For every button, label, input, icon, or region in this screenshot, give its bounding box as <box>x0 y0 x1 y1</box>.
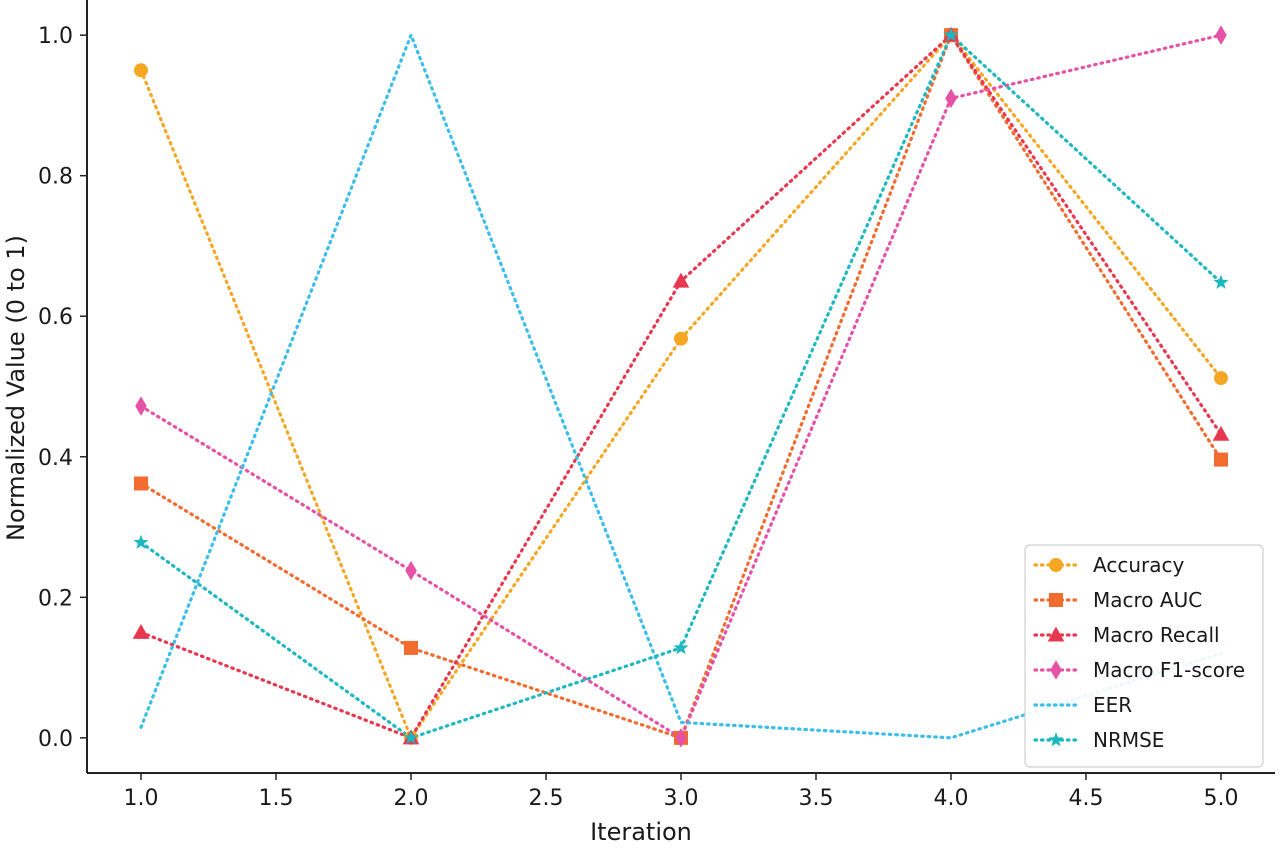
data-point <box>1214 371 1228 386</box>
y-axis-title: Normalized Value (0 to 1) <box>2 235 30 541</box>
y-tick-label: 0.4 <box>38 446 73 471</box>
legend-box <box>1024 544 1264 768</box>
data-point <box>403 729 419 745</box>
x-tick-label: 3.0 <box>664 786 699 811</box>
data-point <box>134 476 148 491</box>
data-point <box>134 63 148 78</box>
legend-label-macro-recall: Macro Recall <box>1093 623 1220 647</box>
legend-label-eer: EER <box>1093 693 1132 717</box>
x-tick-label: 2.5 <box>529 786 564 811</box>
data-point <box>1215 25 1227 45</box>
x-tick-label: 2.0 <box>394 786 429 811</box>
data-point <box>405 560 417 581</box>
series-line-macro-f1-score <box>139 33 1223 741</box>
y-tick-label: 0.6 <box>38 305 73 330</box>
data-point <box>133 534 149 549</box>
data-point <box>404 640 418 655</box>
x-tick-label: 4.5 <box>1069 786 1104 811</box>
legend-marker-macro-f1-score <box>1050 660 1062 680</box>
data-point <box>1214 452 1228 467</box>
data-point <box>135 396 147 416</box>
legend-label-macro-f1-score: Macro F1-score <box>1093 658 1245 682</box>
legend-marker-macro-auc <box>1049 593 1063 607</box>
x-tick-label: 1.5 <box>259 786 294 811</box>
data-point <box>1213 274 1229 289</box>
data-point <box>674 331 688 346</box>
data-point <box>943 27 959 42</box>
data-point <box>675 728 687 748</box>
data-point <box>132 623 150 639</box>
legend-marker-nrmse <box>1048 732 1064 747</box>
legend: Accuracy Macro AUC Macro Recall Macro F1-sc… <box>1024 544 1264 768</box>
y-tick-label: 0.0 <box>38 727 73 752</box>
x-axis-ticks: 1.0 1.5 2.0 2.5 3.0 3.5 4.0 4.5 5.0 <box>124 773 1239 811</box>
legend-marker-macro-recall <box>1047 626 1065 642</box>
legend-label-nrmse: NRMSE <box>1093 728 1164 752</box>
data-point <box>672 272 690 288</box>
data-point <box>945 88 957 109</box>
y-tick-label: 1.0 <box>38 24 73 49</box>
legend-label-accuracy: Accuracy <box>1093 553 1184 577</box>
series-markers <box>132 25 1230 748</box>
x-tick-label: 3.5 <box>799 786 834 811</box>
y-tick-label: 0.2 <box>38 586 73 611</box>
data-point <box>673 639 689 655</box>
y-tick-label: 0.8 <box>38 165 73 190</box>
x-tick-label: 1.0 <box>124 786 159 811</box>
legend-marker-accuracy <box>1049 558 1063 572</box>
x-tick-label: 4.0 <box>934 786 969 811</box>
legend-label-macro-auc: Macro AUC <box>1093 588 1202 612</box>
x-axis-title: Iteration <box>590 818 692 846</box>
data-point <box>1212 425 1230 441</box>
x-tick-label: 5.0 <box>1204 786 1239 811</box>
y-axis-ticks: 0.0 0.2 0.4 0.6 0.8 1.0 <box>38 24 87 752</box>
